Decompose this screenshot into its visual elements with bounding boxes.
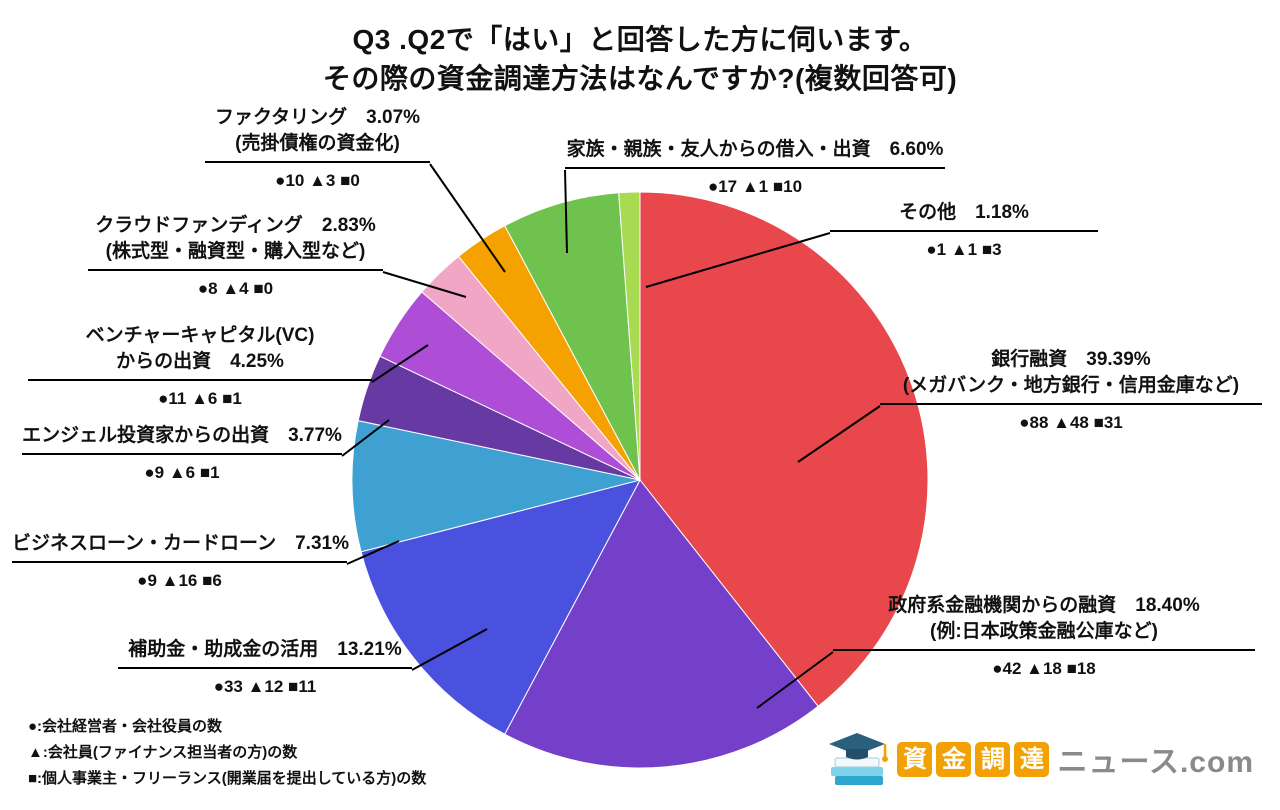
- slice-callout-5: エンジェル投資家からの出資 3.77% ●9 ▲6 ■1: [22, 423, 342, 483]
- slice-callout-4: ビジネスローン・カードローン 7.31% ●9 ▲16 ■6: [12, 531, 349, 591]
- legend-line-triangle: ▲:会社員(ファイナンス担当者の方)の数: [28, 744, 298, 761]
- leader-line-4: [346, 540, 400, 565]
- slice-label: その他 1.18%: [830, 200, 1098, 232]
- slice-callout-7: クラウドファンディング 2.83% (株式型・融資型・購入型など) ●8 ▲4 ■0: [88, 213, 383, 299]
- slice-label-line: 政府系金融機関からの融資 18.40%: [888, 595, 1200, 616]
- slice-label: ビジネスローン・カードローン 7.31%: [12, 531, 349, 563]
- pie-slice-2: [504, 479, 819, 769]
- slice-label: ベンチャーキャピタル(VC) からの出資 4.25%: [28, 323, 372, 381]
- slice-callout-8: ファクタリング 3.07% (売掛債権の資金化) ●10 ▲3 ■0: [205, 105, 430, 191]
- pie-slice-9: [504, 192, 641, 481]
- slice-label: クラウドファンディング 2.83% (株式型・融資型・購入型など): [88, 213, 383, 271]
- slice-label-line: 補助金・助成金の活用 13.21%: [128, 639, 402, 660]
- logo-box-char-2: 金: [936, 741, 972, 777]
- slice-label-line: (メガバンク・地方銀行・信用金庫など): [902, 375, 1240, 396]
- pie-slice-3: [360, 479, 641, 735]
- slice-callout-2: 政府系金融機関からの融資 18.40% (例:日本政策金融公庫など) ●42 ▲18…: [833, 593, 1255, 679]
- slice-label: 補助金・助成金の活用 13.21%: [118, 637, 412, 669]
- leader-line-8: [429, 163, 506, 273]
- slice-label: エンジェル投資家からの出資 3.77%: [22, 423, 342, 455]
- slice-counts: ●11 ▲6 ■1: [158, 389, 242, 408]
- slice-label-line: ベンチャーキャピタル(VC): [85, 325, 315, 346]
- slice-label-line: ファクタリング 3.07%: [214, 107, 421, 128]
- slice-counts: ●1 ▲1 ■3: [926, 240, 1002, 259]
- slice-callout-3: 補助金・助成金の活用 13.21% ●33 ▲12 ■11: [118, 637, 412, 697]
- logo-box-char-4: 達: [1014, 741, 1050, 777]
- slice-counts: ●33 ▲12 ■11: [213, 677, 317, 696]
- books-graduation-cap-icon: [829, 733, 889, 785]
- chart-title: Q3 .Q2で「はい」と回答した方に伺います。 その際の資金調達方法はなんですか…: [0, 20, 1280, 98]
- legend-line-square: ■:個人事業主・フリーランス(開業届を提出している方)の数: [28, 770, 427, 787]
- leader-line-3: [411, 628, 488, 671]
- leader-line-10: [645, 232, 831, 288]
- leader-line-9: [564, 169, 568, 254]
- slice-callout-10: その他 1.18% ●1 ▲1 ■3: [830, 200, 1098, 260]
- slice-label-line: 銀行融資 39.39%: [991, 349, 1151, 370]
- logo-suffix-text: ニュース.com: [1057, 746, 1254, 779]
- slice-label-line: 家族・親族・友人からの借入・出資 6.60%: [566, 139, 944, 160]
- leader-line-6: [371, 344, 429, 383]
- leader-line-1: [797, 405, 881, 463]
- slice-callout-6: ベンチャーキャピタル(VC) からの出資 4.25% ●11 ▲6 ■1: [28, 323, 372, 409]
- chart-title-line2: その際の資金調達方法はなんですか?(複数回答可): [322, 63, 958, 94]
- legend: ●:会社経営者・会社役員の数 ▲:会社員(ファイナンス担当者の方)の数 ■:個人…: [28, 714, 426, 792]
- slice-counts: ●17 ▲1 ■10: [707, 177, 803, 196]
- slice-label-line: (例:日本政策金融公庫など): [930, 621, 1158, 642]
- slice-label: ファクタリング 3.07% (売掛債権の資金化): [205, 105, 430, 163]
- slice-label-line: (株式型・融資型・購入型など): [105, 241, 366, 262]
- logo-box-char-3: 調: [975, 741, 1011, 777]
- slice-label-line: (売掛債権の資金化): [235, 133, 400, 154]
- slice-counts: ●42 ▲18 ■18: [992, 659, 1096, 678]
- leader-line-5: [341, 419, 390, 457]
- slice-counts: ●10 ▲3 ■0: [275, 171, 360, 190]
- chart-title-line1: Q3 .Q2で「はい」と回答した方に伺います。: [352, 24, 928, 55]
- legend-line-circle: ●:会社経営者・会社役員の数: [28, 718, 223, 735]
- slice-callout-1: 銀行融資 39.39% (メガバンク・地方銀行・信用金庫など) ●88 ▲48 ■3…: [880, 347, 1262, 433]
- pie-slice-10: [618, 191, 641, 481]
- logo-box-char-1: 資: [897, 741, 933, 777]
- slice-label: 家族・親族・友人からの借入・出資 6.60%: [565, 137, 945, 169]
- slice-label: 政府系金融機関からの融資 18.40% (例:日本政策金融公庫など): [833, 593, 1255, 651]
- slice-label: 銀行融資 39.39% (メガバンク・地方銀行・信用金庫など): [880, 347, 1262, 405]
- slice-label-line: クラウドファンディング 2.83%: [95, 215, 376, 236]
- pie-slice-1: [639, 191, 929, 708]
- slice-label-line: エンジェル投資家からの出資 3.77%: [22, 425, 342, 446]
- slice-counts: ●8 ▲4 ■0: [197, 279, 274, 298]
- leader-line-7: [382, 271, 467, 298]
- slice-label-line: ビジネスローン・カードローン 7.31%: [12, 533, 349, 554]
- site-logo: 資 金 調 達 ニュース.com: [825, 730, 1254, 788]
- leader-line-2: [756, 651, 834, 709]
- slice-callout-9: 家族・親族・友人からの借入・出資 6.60% ●17 ▲1 ■10: [565, 137, 945, 197]
- slice-label-line: その他 1.18%: [899, 202, 1029, 223]
- slice-label-line: からの出資 4.25%: [116, 351, 284, 372]
- slice-counts: ●9 ▲6 ■1: [144, 463, 220, 482]
- pie-slice-4: [351, 420, 641, 553]
- slice-counts: ●9 ▲16 ■6: [137, 571, 222, 590]
- slice-counts: ●88 ▲48 ■31: [1019, 413, 1123, 432]
